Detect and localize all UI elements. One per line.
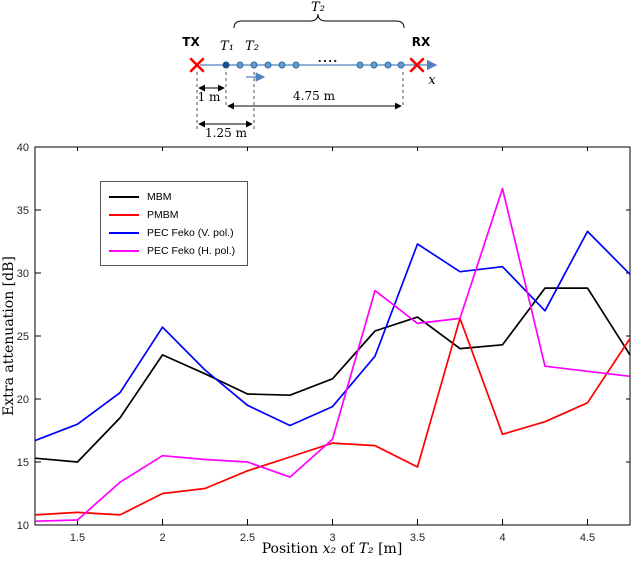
legend-label-pec-v: PEC Feko (V. pol.) <box>147 226 234 239</box>
legend-line-sample-mbm <box>109 195 139 198</box>
series-line-pmbm <box>34 317 631 516</box>
legend-line-sample-pec-v <box>109 231 139 234</box>
legend-label-mbm: MBM <box>147 190 172 203</box>
t1-label: T₁ <box>220 39 234 54</box>
y-tick-label: 30 <box>17 268 29 280</box>
legend-line-sample-pmbm <box>109 213 139 216</box>
tx-label: TX <box>182 35 200 49</box>
y-tick-label: 25 <box>17 331 29 343</box>
dist-label-125m: 1.25 m <box>205 126 248 140</box>
legend-label-pec-h: PEC Feko (H. pol.) <box>147 244 236 257</box>
x-tick-label: 3 <box>329 532 335 544</box>
dist-label-1m: 1 m <box>198 90 221 104</box>
series-line-pec-feko-v-pol- <box>34 230 631 442</box>
x-tick-label: 1.5 <box>70 532 85 544</box>
t2-span-brace <box>233 13 405 29</box>
y-tick-label: 15 <box>17 457 29 469</box>
legend-item-pmbm: PMBM <box>109 208 235 221</box>
y-axis-label: Extra attenuation [dB] <box>1 256 17 416</box>
x-tick-label: 2 <box>159 532 165 544</box>
t2-position-dots <box>236 61 405 69</box>
legend-line-sample-pec-h <box>109 249 139 252</box>
chart-canvas: Extra attenuation [dB] Position x₂ of T₂… <box>1 142 631 557</box>
x-axis-label: Position x₂ of T₂ [m] <box>262 541 403 557</box>
rx-marker <box>409 57 425 73</box>
y-tick-label: 40 <box>17 142 29 154</box>
plot-area: 1.5 2 2.5 3 3.5 4 4.5 10 15 20 25 30 35 40 <box>17 142 631 544</box>
dots-ellipsis: .... <box>318 52 339 65</box>
t2-span-label: T₂ <box>311 0 325 15</box>
x-tick-label: 4 <box>499 532 505 544</box>
setup-diagram: T₂ x TX RX T₁ T₂ <box>182 0 438 140</box>
x-tick-label: 2.5 <box>240 532 255 544</box>
tx-marker <box>189 57 205 73</box>
t1-antenna-dot <box>222 61 230 69</box>
chart-legend: MBM PMBM PEC Feko (V. pol.) PEC Feko (H.… <box>100 181 249 266</box>
x-tick-label: 3.5 <box>410 532 425 544</box>
legend-item-pec-v: PEC Feko (V. pol.) <box>109 226 235 239</box>
x-tick-label: 4.5 <box>580 532 595 544</box>
t2-label: T₂ <box>245 39 259 54</box>
legend-item-pec-h: PEC Feko (H. pol.) <box>109 244 235 257</box>
attenuation-chart: Extra attenuation [dB] Position x₂ of T₂… <box>0 140 640 561</box>
rx-label: RX <box>412 35 431 49</box>
dist-label-475m: 4.75 m <box>293 89 336 103</box>
x-axis-symbol: x <box>428 73 436 88</box>
series-line-mbm <box>34 287 631 463</box>
y-tick-label: 10 <box>17 520 29 532</box>
series-line-pec-feko-h-pol- <box>34 187 631 523</box>
legend-label-pmbm: PMBM <box>147 208 179 221</box>
y-tick-label: 35 <box>17 205 29 217</box>
y-tick-label: 20 <box>17 394 29 406</box>
legend-item-mbm: MBM <box>109 190 235 203</box>
